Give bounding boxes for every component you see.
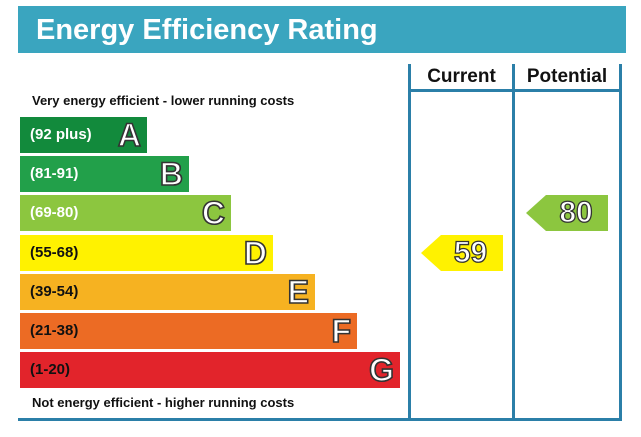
band-e: (39-54) E xyxy=(20,273,315,310)
band-range-label: (39-54) xyxy=(30,282,79,300)
current-column-header: Current xyxy=(427,66,496,87)
potential-rating-arrow-value: 80 xyxy=(559,196,594,230)
band-range-label: (21-38) xyxy=(30,322,79,339)
potential-rating-arrow: 80 xyxy=(526,195,608,232)
band-letter-label: F xyxy=(331,313,352,349)
column-header-underline xyxy=(408,89,622,92)
current-rating-arrow: 59 xyxy=(420,234,503,271)
frame-left-line xyxy=(408,64,411,421)
band-c: (69-80) C xyxy=(20,195,231,232)
frame-divider-line xyxy=(512,64,515,421)
frame-bottom-line xyxy=(18,418,622,421)
potential-rating-arrow-polygon xyxy=(526,195,608,232)
band-range-label: (92 plus) xyxy=(30,126,92,143)
band-a: (92 plus) A xyxy=(20,117,147,153)
potential-rating-arrow-shape xyxy=(526,195,608,232)
band-letter-label: D xyxy=(243,234,268,271)
band-range-label: (55-68) xyxy=(30,243,79,261)
band-d: (55-68) D xyxy=(20,234,273,271)
top-caption: Very energy efficient - lower running co… xyxy=(32,93,295,108)
bottom-caption: Not energy efficient - higher running co… xyxy=(32,395,295,410)
band-letter-label: C xyxy=(201,195,226,232)
band-letter-label: E xyxy=(287,273,310,310)
band-range-label: (69-80) xyxy=(30,204,79,222)
current-rating-arrow-shape xyxy=(420,234,503,271)
band-b: (81-91) B xyxy=(20,156,189,193)
band-f: (21-38) F xyxy=(20,313,357,349)
band-range-label: (81-91) xyxy=(30,165,79,183)
frame-right-line xyxy=(619,64,622,421)
band-letter-label: A xyxy=(117,117,142,153)
current-rating-arrow-value: 59 xyxy=(453,235,488,269)
current-rating-arrow-polygon xyxy=(420,234,503,271)
band-letter-label: B xyxy=(159,156,184,193)
band-g: (1-20) G xyxy=(20,352,400,389)
page-title: Energy Efficiency Rating xyxy=(36,14,378,46)
potential-column-header: Potential xyxy=(526,66,608,87)
band-range-label: (1-20) xyxy=(30,361,71,379)
band-letter-label: G xyxy=(368,352,394,389)
header-banner: Energy Efficiency Rating xyxy=(18,6,626,53)
